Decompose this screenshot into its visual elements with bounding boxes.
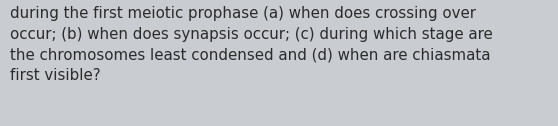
Text: during the first meiotic prophase (a) when does crossing over
occur; (b) when do: during the first meiotic prophase (a) wh… <box>10 6 493 83</box>
